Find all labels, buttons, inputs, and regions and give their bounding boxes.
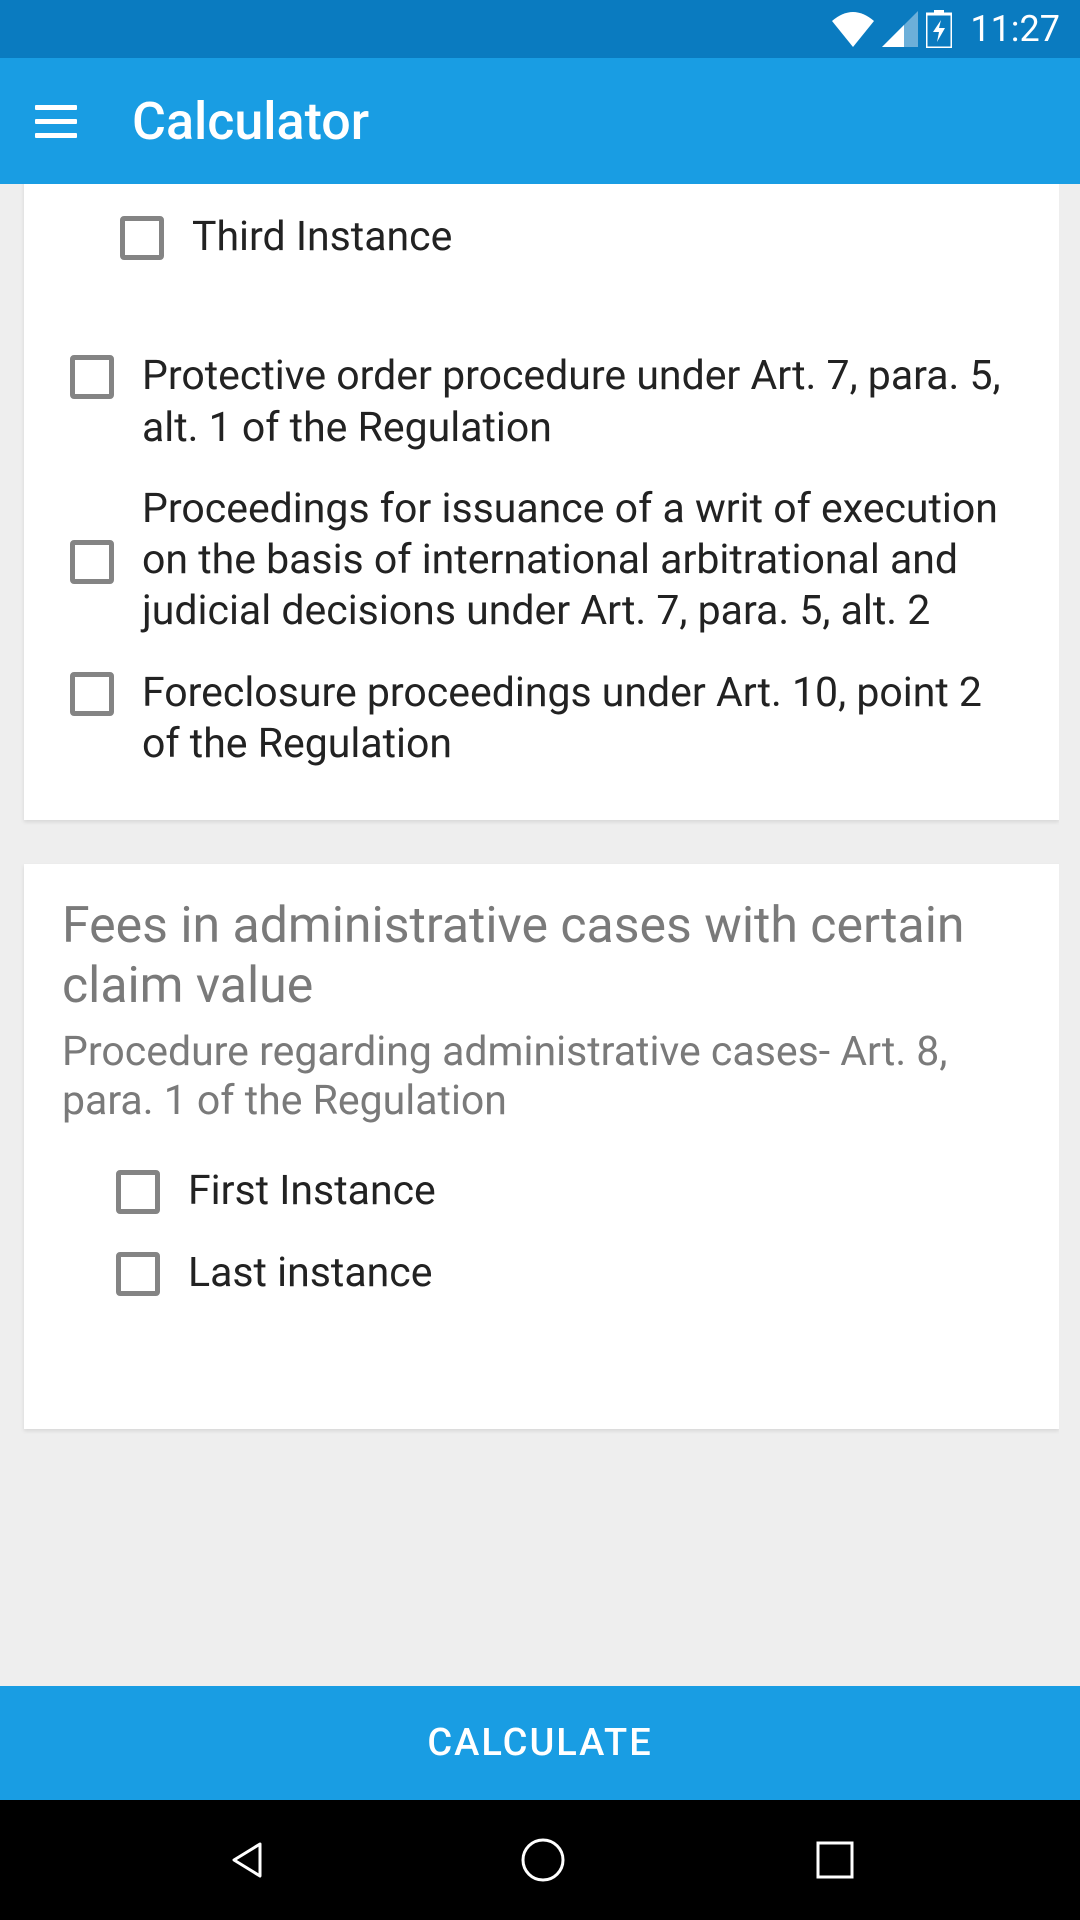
app-title: Calculator: [132, 91, 369, 152]
checkbox-last-instance[interactable]: [116, 1252, 160, 1296]
checkbox-first-instance[interactable]: [116, 1170, 160, 1214]
status-icons: 11:27: [832, 8, 1060, 50]
checkbox-protective-order[interactable]: [70, 355, 114, 399]
nav-bar: [0, 1800, 1080, 1920]
checkbox-writ-execution[interactable]: [70, 540, 114, 584]
menu-icon[interactable]: [35, 105, 77, 138]
section-subtitle-admin-fees: Procedure regarding administrative cases…: [62, 1028, 1021, 1126]
status-bar: 11:27: [0, 0, 1080, 58]
checkbox-label-writ-execution: Proceedings for issuance of a writ of ex…: [142, 484, 1029, 638]
card-proceedings: Appeal Third Instance Protective order p…: [24, 184, 1059, 820]
status-time: 11:27: [970, 8, 1060, 50]
checkbox-label-last-instance: Last instance: [188, 1248, 432, 1299]
checkbox-third-instance[interactable]: [120, 216, 164, 260]
section-title-admin-fees: Fees in administrative cases with certai…: [62, 896, 1021, 1016]
content-area[interactable]: Appeal Third Instance Protective order p…: [0, 184, 1059, 1686]
calculate-button-label: CALCULATE: [427, 1721, 652, 1765]
battery-charging-icon: [926, 10, 952, 48]
nav-home-icon[interactable]: [519, 1836, 567, 1884]
checkbox-row-foreclosure: Foreclosure proceedings under Art. 10, p…: [24, 658, 1059, 781]
calculate-button[interactable]: CALCULATE: [0, 1686, 1080, 1800]
wifi-icon: [832, 11, 874, 47]
card-administrative-fees: Fees in administrative cases with certai…: [24, 864, 1059, 1429]
checkbox-foreclosure[interactable]: [70, 672, 114, 716]
checkbox-label-third-instance: Third Instance: [192, 212, 452, 263]
checkbox-label-first-instance: First Instance: [188, 1166, 436, 1217]
checkbox-label-foreclosure: Foreclosure proceedings under Art. 10, p…: [142, 668, 1029, 771]
checkbox-row-writ-execution: Proceedings for issuance of a writ of ex…: [24, 474, 1059, 648]
nav-back-icon[interactable]: [224, 1836, 272, 1884]
checkbox-row-protective-order: Protective order procedure under Art. 7,…: [24, 341, 1059, 464]
app-bar: Calculator: [0, 58, 1080, 184]
checkbox-row-third-instance: Third Instance: [24, 202, 1059, 273]
checkbox-row-last-instance: Last instance: [62, 1238, 1021, 1309]
checkbox-row-first-instance: First Instance: [62, 1156, 1021, 1227]
nav-recent-icon[interactable]: [814, 1839, 856, 1881]
checkbox-label-protective-order: Protective order procedure under Art. 7,…: [142, 351, 1029, 454]
signal-icon: [882, 11, 918, 47]
